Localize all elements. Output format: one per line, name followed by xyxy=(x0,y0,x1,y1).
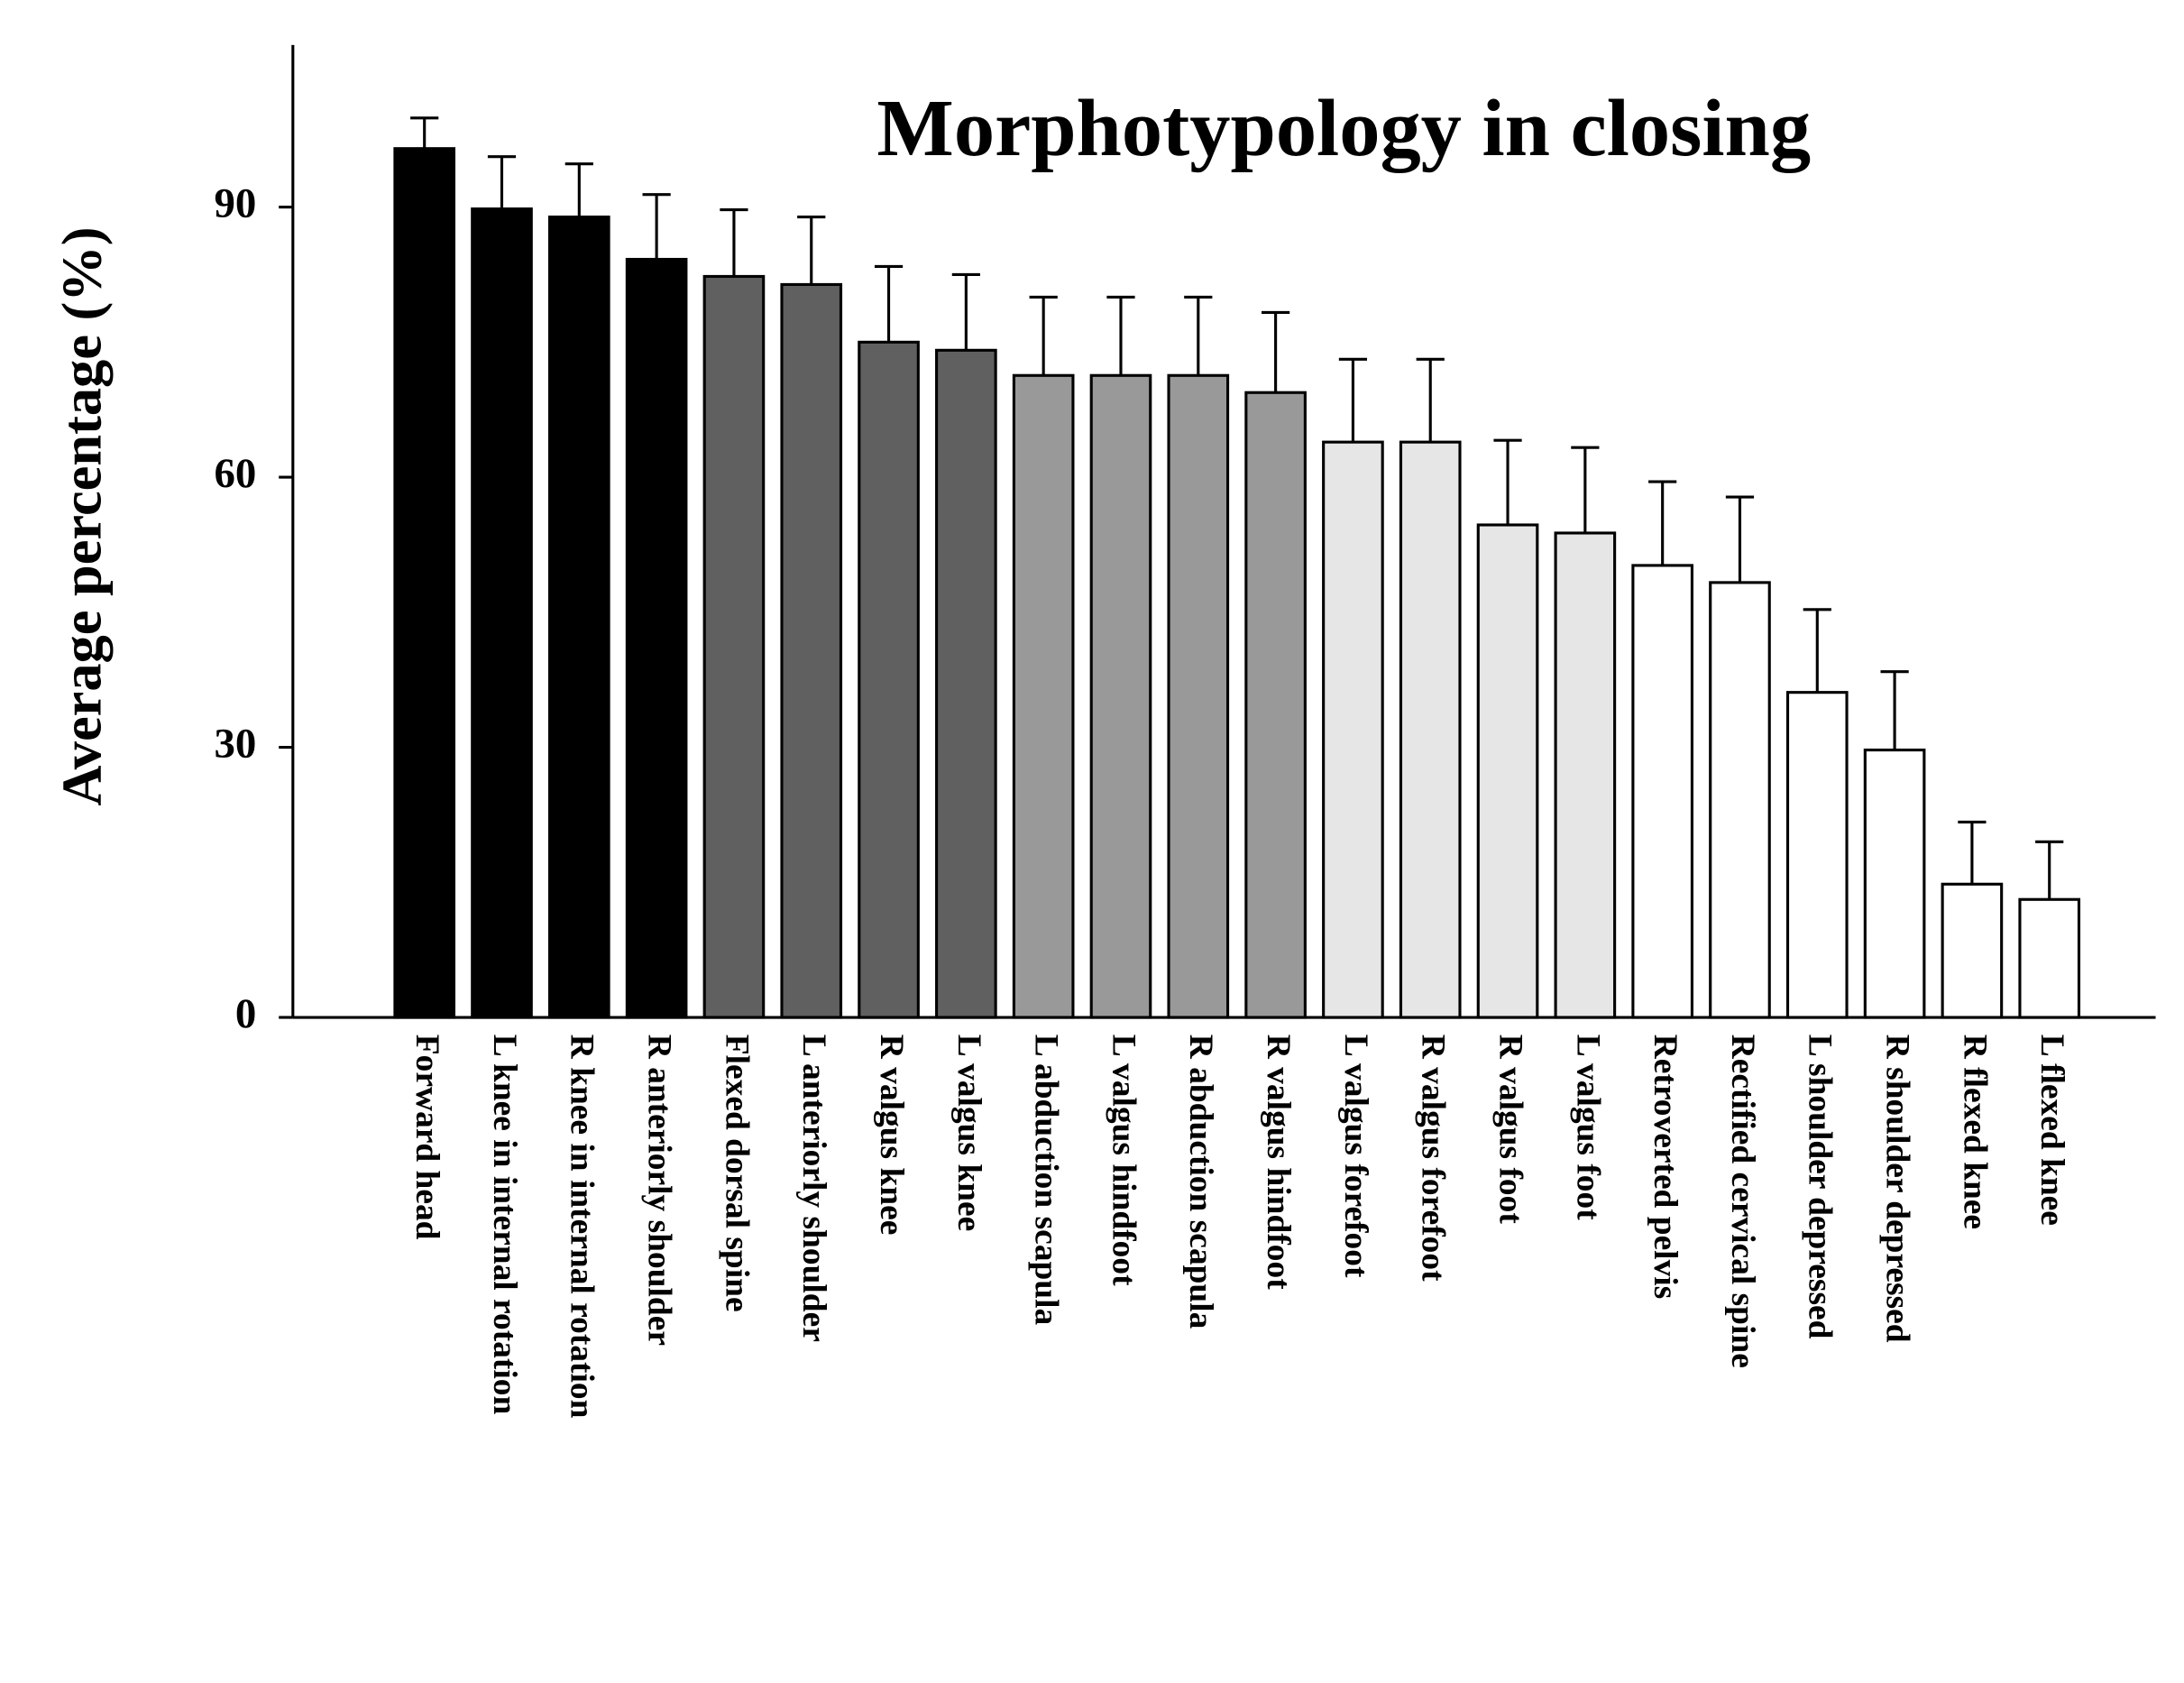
x-tick-label: R valgus hindfoot xyxy=(1260,1035,1297,1290)
x-tick-label: Flexed dorsal spine xyxy=(718,1035,755,1312)
x-tick-label: Retroverted pelvis xyxy=(1647,1035,1684,1300)
x-tick-label: L anteriorly shoulder xyxy=(795,1035,832,1342)
x-tick-label: Forward head xyxy=(408,1035,445,1240)
x-tick-label: R valgus knee xyxy=(873,1035,910,1236)
bar xyxy=(780,282,843,1019)
x-tick-label: L flexed knee xyxy=(2033,1035,2070,1226)
y-tick-label: 90 xyxy=(214,179,256,226)
bar xyxy=(471,207,533,1019)
bar xyxy=(702,274,766,1019)
x-tick-label: L valgus forefoot xyxy=(1337,1035,1374,1278)
x-tick-label: L shoulder depressed xyxy=(1802,1035,1839,1339)
x-tick-label: L valgus foot xyxy=(1569,1035,1606,1220)
bar xyxy=(393,147,456,1019)
x-tick-label: L valgus hindfoot xyxy=(1105,1035,1142,1286)
bar xyxy=(1167,373,1230,1019)
x-tick-label: R abduction scapula xyxy=(1182,1035,1219,1329)
x-tick-label: R valgus forefoot xyxy=(1415,1035,1452,1282)
bar xyxy=(1012,373,1075,1019)
bar xyxy=(1709,581,1771,1019)
y-tick-label: 60 xyxy=(214,450,256,497)
bar xyxy=(1631,564,1693,1019)
bar xyxy=(1863,748,1926,1019)
bar xyxy=(625,257,688,1019)
x-tick-label: L knee in internal rotation xyxy=(486,1035,523,1415)
x-tick-label: L valgus knee xyxy=(950,1035,987,1231)
bar xyxy=(1554,531,1617,1019)
x-tick-label: R flexed knee xyxy=(1956,1035,1993,1229)
x-tick-label: Rectified cervical spine xyxy=(1724,1035,1761,1368)
bar xyxy=(2018,897,2081,1019)
x-tick-label: L abduction scapula xyxy=(1028,1035,1065,1326)
bar xyxy=(858,340,920,1019)
bar xyxy=(1399,440,1462,1019)
x-tick-label: R knee in internal rotation xyxy=(564,1035,601,1419)
bar xyxy=(547,216,610,1019)
x-tick-label: R anteriorly shoulder xyxy=(641,1035,678,1346)
bar xyxy=(935,348,997,1019)
chart-title: Morphotypology in closing xyxy=(876,82,1811,173)
bar xyxy=(1941,882,2004,1019)
x-tick-label: R valgus foot xyxy=(1491,1035,1528,1225)
y-axis-title: Average percentage (%) xyxy=(50,227,113,806)
x-tick-label: R shoulder depressed xyxy=(1879,1035,1916,1343)
bar xyxy=(1785,691,1849,1019)
y-tick-label: 0 xyxy=(235,990,256,1037)
bar xyxy=(1322,440,1384,1019)
bar xyxy=(1476,523,1539,1019)
bar xyxy=(1089,373,1152,1019)
bar xyxy=(1244,391,1307,1019)
y-tick-label: 30 xyxy=(214,720,256,767)
